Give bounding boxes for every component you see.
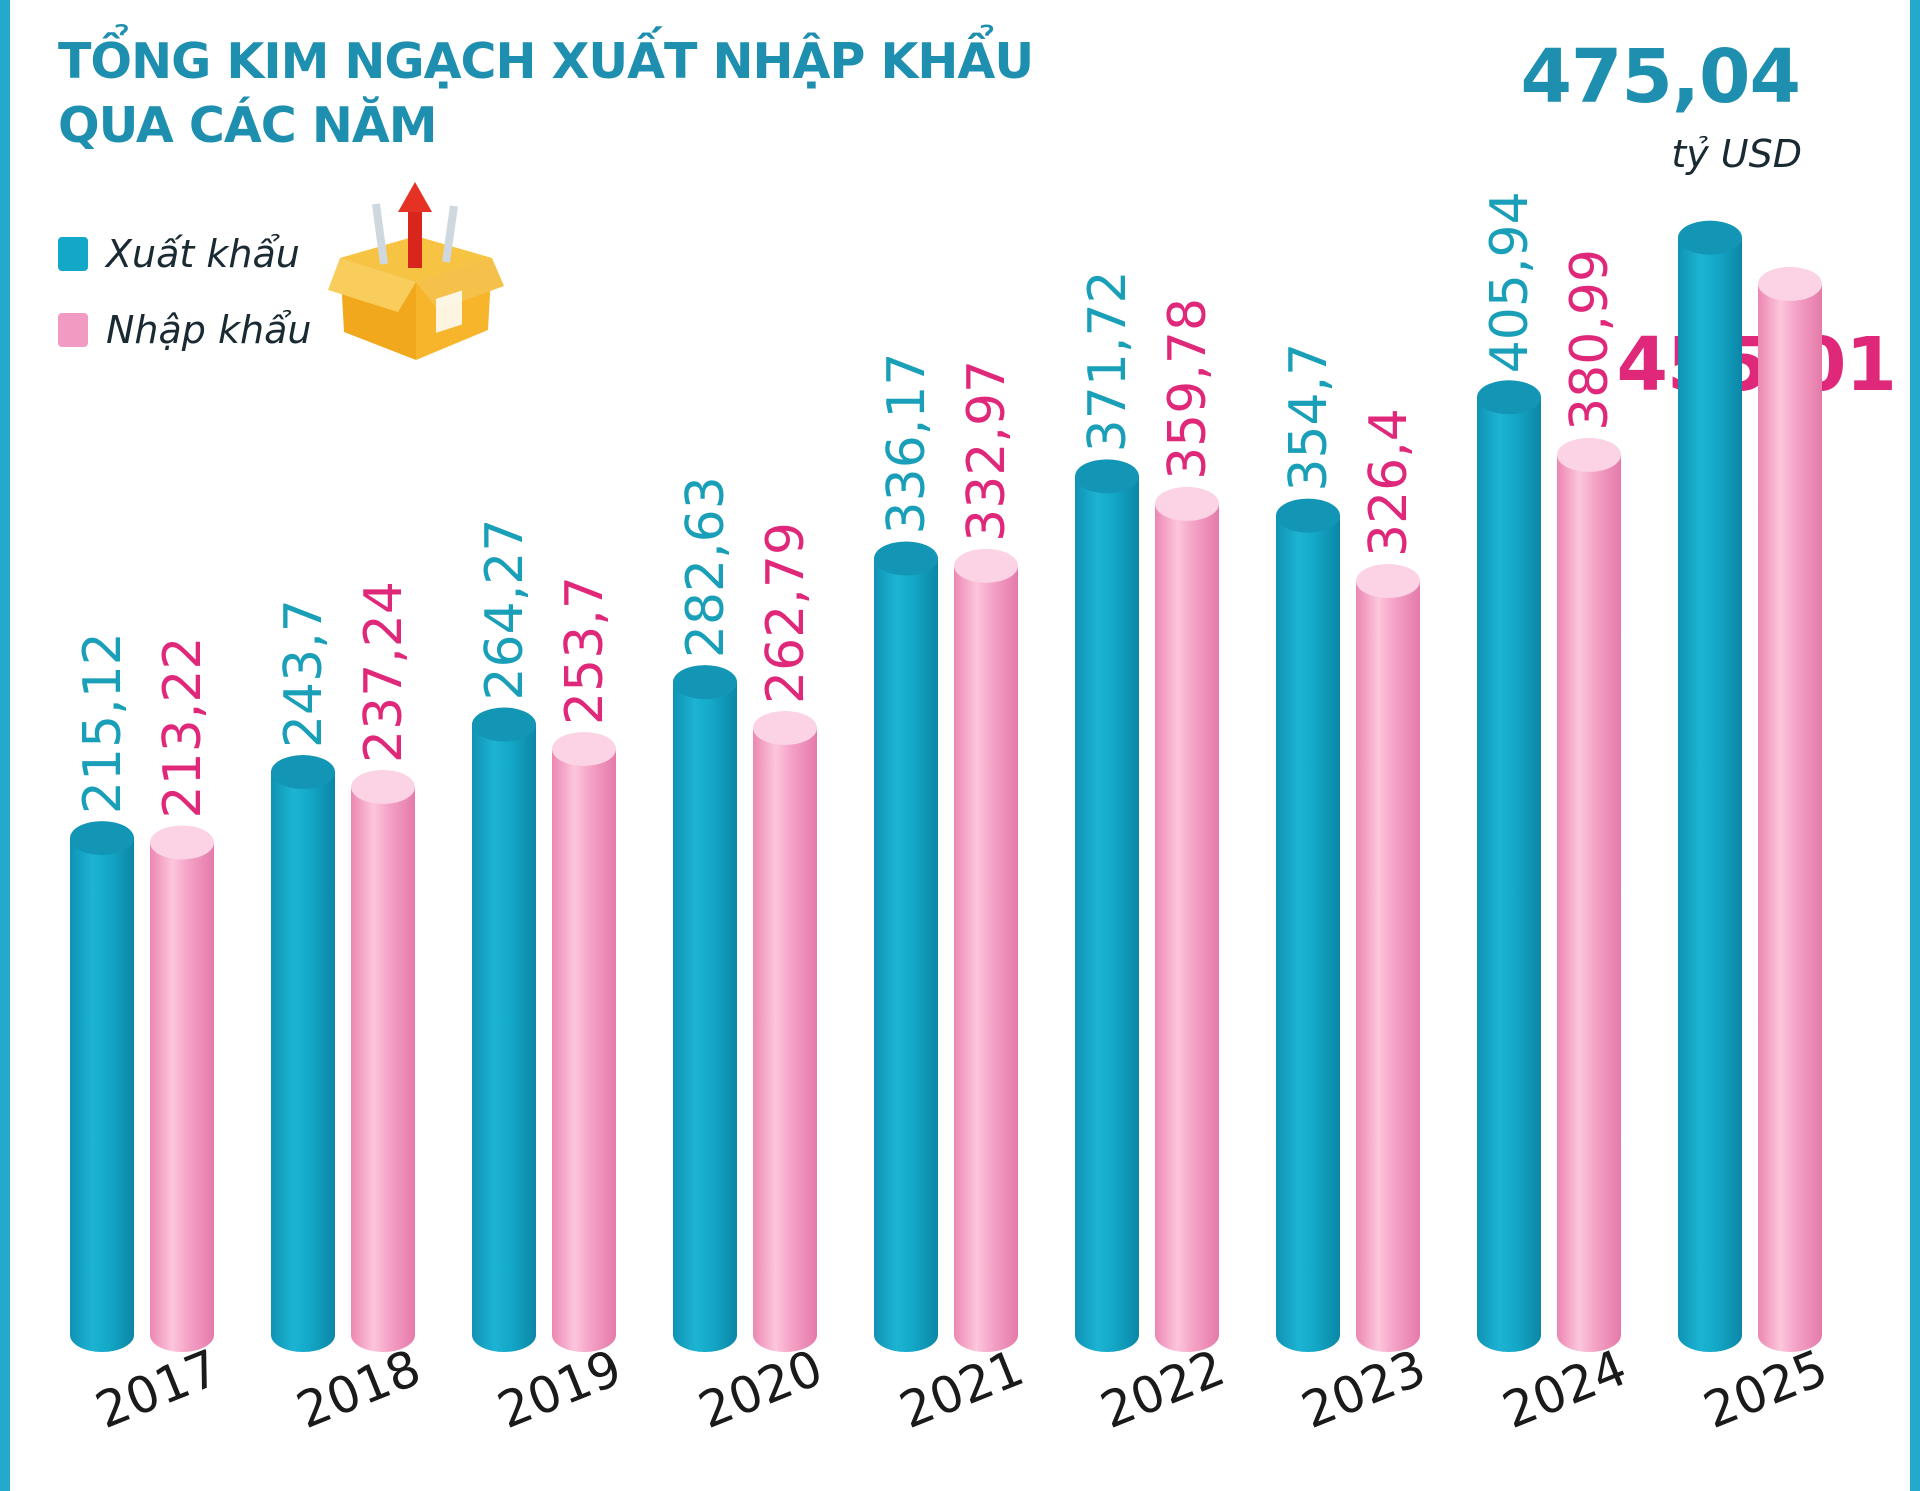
chart-title-line-2: QUA CÁC NĂM — [58, 97, 438, 154]
x-tick-label-2019: 2019 — [490, 1339, 630, 1440]
x-tick-label-2021: 2021 — [892, 1339, 1032, 1440]
bar-export-2021 — [874, 541, 938, 1352]
bar-export-2019 — [472, 707, 536, 1352]
data-label-export-2023: 354,7 — [1279, 343, 1339, 492]
data-label-import-2023: 326,4 — [1359, 408, 1419, 557]
bar-import-2021 — [954, 548, 1018, 1352]
data-label-import-2021: 332,97 — [957, 360, 1017, 542]
bar-export-2024 — [1477, 380, 1541, 1352]
data-label-export-2024: 405,94 — [1480, 191, 1540, 373]
bar-import-2018 — [351, 769, 415, 1352]
bar-import-2020 — [753, 710, 817, 1352]
x-tick-label-2024: 2024 — [1495, 1339, 1635, 1440]
x-tick-label-2023: 2023 — [1294, 1339, 1434, 1440]
bar-export-2025 — [1678, 220, 1742, 1352]
unit-label: tỷ USD — [1671, 132, 1802, 176]
x-tick-label-2022: 2022 — [1093, 1339, 1233, 1440]
data-label-export-2022: 371,72 — [1078, 270, 1138, 452]
data-label-import-2020: 262,79 — [756, 522, 816, 704]
bar-export-2023 — [1276, 498, 1340, 1352]
x-tick-label-2017: 2017 — [88, 1339, 228, 1440]
bar-import-2024 — [1557, 437, 1621, 1352]
data-label-export-2018: 243,7 — [274, 599, 334, 748]
legend-swatch-export — [58, 237, 88, 271]
data-label-import-2024: 380,99 — [1560, 249, 1620, 431]
bars-layer — [70, 220, 1822, 1352]
chart-title: TỔNG KIM NGẠCH XUẤT NHẬP KHẨU QUA CÁC NĂ… — [58, 30, 1058, 158]
bar-import-2025 — [1758, 266, 1822, 1352]
bar-export-2018 — [271, 755, 335, 1352]
legend-label-export: Xuất khẩu — [106, 232, 300, 276]
legend-item-import: Nhập khẩu — [58, 308, 312, 352]
bar-export-2020 — [673, 665, 737, 1352]
bar-import-2023 — [1356, 564, 1420, 1352]
data-label-import-2017: 213,22 — [153, 637, 213, 819]
bar-export-2022 — [1075, 459, 1139, 1352]
x-tick-label-2018: 2018 — [289, 1339, 429, 1440]
data-label-export-2017: 215,12 — [73, 632, 133, 814]
cardboard-box-icon — [328, 182, 504, 360]
import-total-label: 455,01 — [1616, 322, 1897, 408]
data-label-export-2021: 336,17 — [877, 352, 937, 534]
data-label-import-2019: 253,7 — [555, 576, 615, 725]
legend-item-export: Xuất khẩu — [58, 232, 300, 276]
bar-import-2017 — [150, 825, 214, 1352]
bar-import-2022 — [1155, 486, 1219, 1352]
x-tick-label-2025: 2025 — [1696, 1339, 1836, 1440]
legend-swatch-import — [58, 313, 88, 347]
chart-title-line-1: TỔNG KIM NGẠCH XUẤT NHẬP KHẨU — [58, 33, 1034, 90]
data-label-export-2019: 264,27 — [475, 519, 535, 701]
export-total-label: 475,04 — [1520, 34, 1801, 120]
data-label-import-2022: 359,78 — [1158, 298, 1218, 480]
legend-label-import: Nhập khẩu — [106, 308, 312, 352]
data-label-import-2018: 237,24 — [354, 581, 414, 763]
x-tick-label-2020: 2020 — [691, 1339, 831, 1440]
bar-export-2017 — [70, 821, 134, 1352]
data-label-export-2020: 282,63 — [676, 476, 736, 658]
bar-import-2019 — [552, 731, 616, 1352]
